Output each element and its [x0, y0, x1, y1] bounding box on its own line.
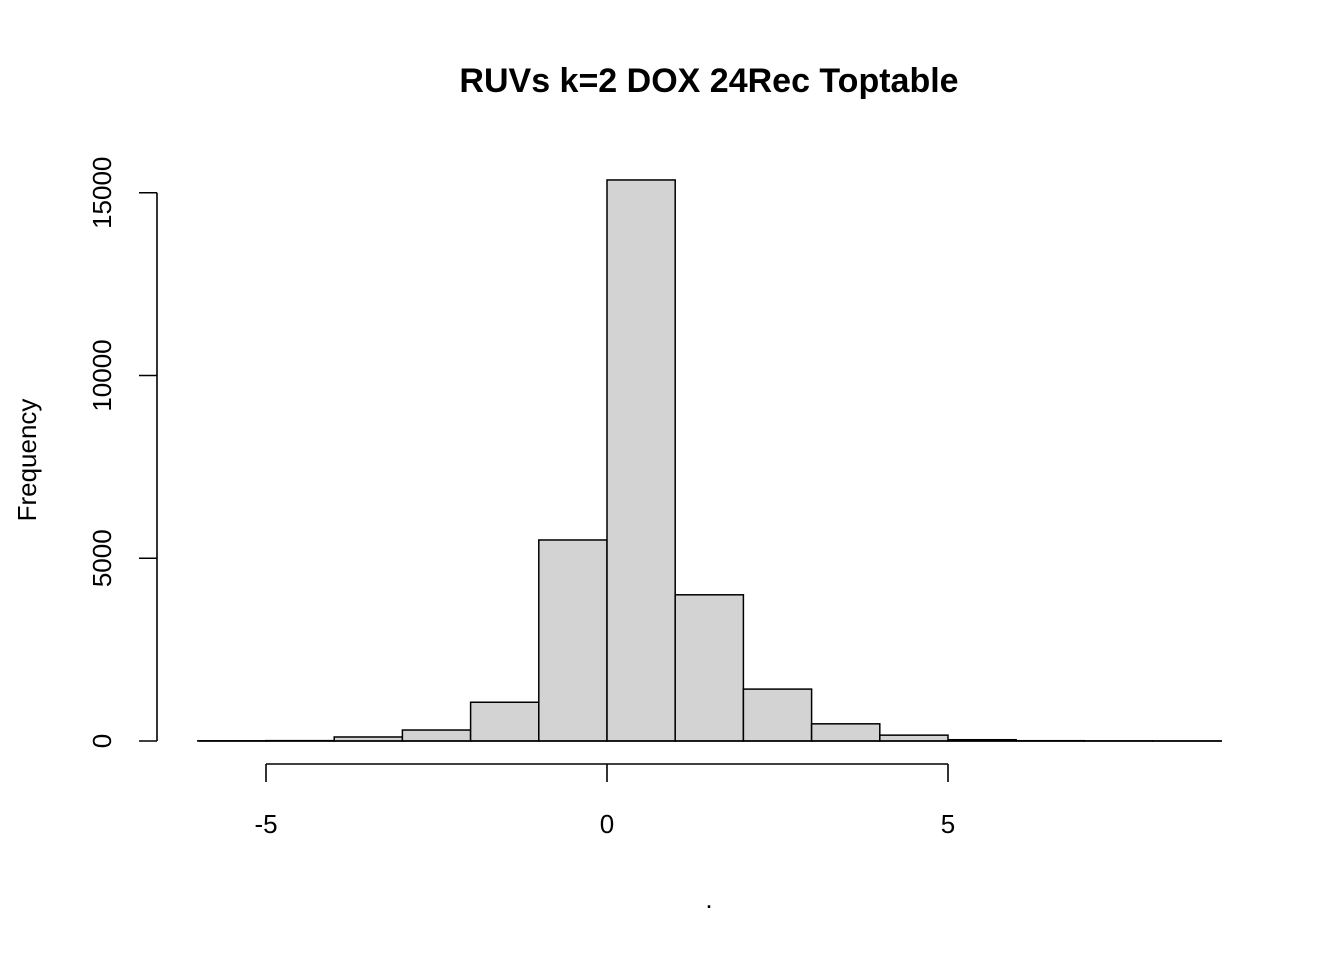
histogram-bar: [742, 688, 813, 742]
y-tick-label: 10000: [87, 339, 117, 411]
x-tick-label: 0: [600, 809, 614, 839]
y-tick-label: 5000: [87, 529, 117, 587]
y-axis-label: Frequency: [12, 399, 42, 522]
y-tick-label: 0: [87, 734, 117, 748]
y-axis: 0 5000 10000 15000: [87, 157, 158, 748]
histogram-bar: [674, 594, 745, 742]
x-tick-label: 5: [941, 809, 955, 839]
histogram-bar: [401, 729, 472, 742]
y-tick-label: 15000: [87, 157, 117, 229]
histogram-bar: [469, 701, 540, 742]
histogram-bar: [879, 734, 949, 742]
x-axis: -5 0 5: [254, 763, 955, 839]
histogram-bar: [810, 723, 881, 742]
x-tick-label: -5: [254, 809, 277, 839]
x-axis-label: .: [705, 884, 712, 914]
chart-title: RUVs k=2 DOX 24Rec Toptable: [459, 62, 958, 100]
histogram-bar: [538, 539, 608, 742]
histogram-bar: [606, 179, 676, 742]
histogram-bars: [197, 179, 1222, 742]
